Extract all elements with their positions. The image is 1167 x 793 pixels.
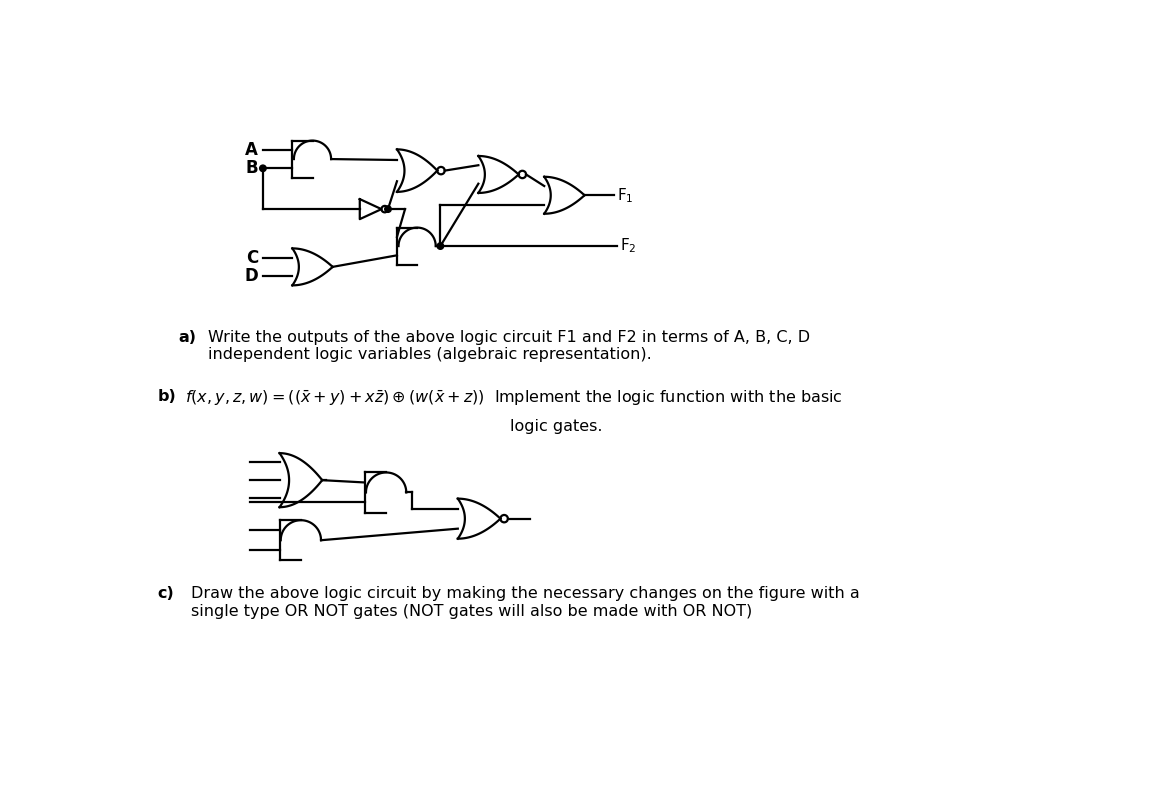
Text: A: A: [245, 141, 258, 159]
Text: c): c): [158, 586, 174, 601]
Text: D: D: [245, 267, 258, 285]
Text: Write the outputs of the above logic circuit F1 and F2 in terms of A, B, C, D
in: Write the outputs of the above logic cir…: [208, 330, 810, 362]
Text: C: C: [246, 249, 258, 266]
Circle shape: [385, 206, 391, 213]
Text: a): a): [179, 330, 196, 345]
Circle shape: [259, 165, 266, 171]
Text: Draw the above logic circuit by making the necessary changes on the figure with : Draw the above logic circuit by making t…: [191, 586, 860, 619]
Text: F$_1$: F$_1$: [617, 186, 634, 205]
Text: F$_2$: F$_2$: [620, 237, 637, 255]
Text: B: B: [245, 159, 258, 178]
Text: b): b): [158, 389, 176, 404]
Text: logic gates.: logic gates.: [510, 419, 602, 435]
Text: $f(x, y, z, w) = ((\bar{x} + y) + x\bar{z})\oplus(w(\bar{x} + z))$  Implement th: $f(x, y, z, w) = ((\bar{x} + y) + x\bar{…: [184, 389, 843, 408]
Circle shape: [438, 243, 443, 249]
